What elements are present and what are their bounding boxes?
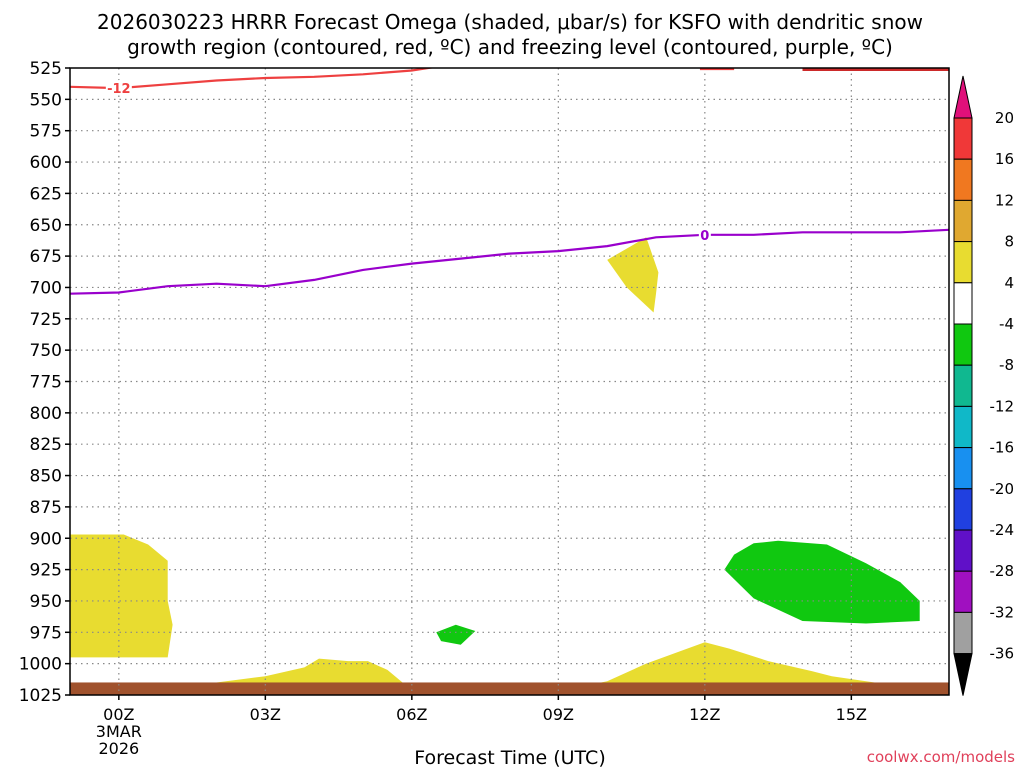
colorbar-label-6: -8 bbox=[999, 356, 1014, 374]
x-tick-label-0: 00Z bbox=[103, 705, 134, 724]
colorbar-label-13: -36 bbox=[990, 645, 1015, 663]
x-tick-label-2: 06Z bbox=[396, 705, 427, 724]
colorbar-swatch-6 bbox=[953, 323, 973, 366]
credit-link[interactable]: coolwx.com/models bbox=[867, 748, 1015, 766]
dgz-contour-label: -12 bbox=[107, 82, 131, 97]
x-tick-year: 2026 bbox=[98, 739, 139, 758]
colorbar-top-arrow bbox=[953, 75, 973, 119]
freezing-label-bg bbox=[698, 226, 711, 242]
colorbar-swatch-8 bbox=[953, 405, 973, 449]
chart-title-line-1: 2026030223 HRRR Forecast Omega (shaded, … bbox=[97, 10, 923, 34]
colorbar-label-2: 12 bbox=[995, 191, 1014, 209]
y-tick-label-3: 600 bbox=[30, 153, 62, 173]
ground-strip bbox=[70, 682, 949, 695]
freezing-level-label: 0 bbox=[700, 229, 709, 244]
x-tick-label-3: 09Z bbox=[543, 705, 574, 724]
y-tick-label-20: 1025 bbox=[19, 686, 62, 706]
y-tick-label-10: 775 bbox=[30, 373, 62, 393]
freezing-level-line bbox=[70, 228, 949, 295]
colorbar-bottom-arrow bbox=[953, 653, 973, 696]
y-tick-label-5: 650 bbox=[30, 216, 62, 236]
y-tick-label-15: 900 bbox=[30, 529, 62, 549]
y-tick-label-14: 875 bbox=[30, 498, 62, 518]
y-tick-label-2: 575 bbox=[30, 122, 62, 142]
colorbar-swatch-12 bbox=[953, 570, 973, 613]
colorbar-label-3: 8 bbox=[1004, 233, 1014, 251]
colorbar-label-12: -32 bbox=[990, 603, 1015, 621]
x-tick-label-5: 15Z bbox=[836, 705, 867, 724]
omega-region-3 bbox=[582, 642, 901, 689]
omega-region-5 bbox=[436, 624, 476, 645]
omega-region-4 bbox=[724, 540, 920, 624]
colorbar-label-1: 16 bbox=[995, 150, 1014, 168]
y-tick-label-13: 850 bbox=[30, 467, 62, 487]
colorbar: 20 16 12 8 4 -4 -8 -12 -16 -20 -24 -28 -32 -36 bbox=[953, 75, 1015, 696]
colorbar-label-4: 4 bbox=[1004, 274, 1014, 292]
colorbar-swatch-11 bbox=[953, 529, 973, 572]
colorbar-swatch-5 bbox=[953, 282, 973, 325]
title: 2026030223 HRRR Forecast Omega (shaded, … bbox=[97, 10, 923, 59]
colorbar-swatch-4 bbox=[953, 241, 973, 284]
colorbar-label-9: -20 bbox=[990, 480, 1015, 498]
y-tick-label-9: 750 bbox=[30, 341, 62, 361]
dgz-label-bg bbox=[105, 80, 132, 96]
y-tick-label-7: 700 bbox=[30, 278, 62, 298]
x-tick-label-4: 12Z bbox=[689, 705, 720, 724]
chart-title-line-2: growth region (contoured, red, ºC) and f… bbox=[127, 35, 893, 59]
y-tick-label-18: 975 bbox=[30, 623, 62, 643]
plot-area bbox=[70, 237, 949, 695]
colorbar-label-11: -28 bbox=[990, 562, 1015, 580]
colorbar-swatch-1 bbox=[953, 117, 973, 160]
y-tick-label-11: 800 bbox=[30, 404, 62, 424]
contour-lines: 0 -12 bbox=[70, 68, 949, 295]
x-tick-date: 3MAR bbox=[96, 722, 142, 741]
y-tick-label-0: 525 bbox=[30, 59, 62, 79]
x-axis-label: Forecast Time (UTC) bbox=[414, 747, 605, 768]
colorbar-label-5: -4 bbox=[999, 315, 1014, 333]
grid bbox=[70, 68, 949, 695]
colorbar-swatch-3 bbox=[953, 199, 973, 243]
omega-region-0 bbox=[70, 534, 173, 658]
colorbar-label-10: -24 bbox=[990, 521, 1015, 539]
y-tick-label-12: 825 bbox=[30, 435, 62, 455]
y-axis-ticks: 525 550 575 600 625 650 675 700 725 750 775 800 825 8… bbox=[19, 59, 70, 706]
colorbar-label-7: -12 bbox=[990, 397, 1015, 415]
colorbar-swatch-10 bbox=[953, 488, 973, 531]
y-tick-label-1: 550 bbox=[30, 90, 62, 110]
y-tick-label-6: 675 bbox=[30, 247, 62, 267]
colorbar-swatch-9 bbox=[953, 447, 973, 490]
y-tick-label-17: 950 bbox=[30, 592, 62, 612]
omega-region-1 bbox=[607, 237, 659, 313]
dgz-contour-line bbox=[70, 68, 436, 90]
omega-region-2 bbox=[216, 658, 407, 689]
x-tick-label-1: 03Z bbox=[250, 705, 281, 724]
colorbar-swatch-13 bbox=[953, 611, 973, 655]
y-tick-label-4: 625 bbox=[30, 184, 62, 204]
y-tick-label-19: 1000 bbox=[19, 655, 62, 675]
colorbar-label-0: 20 bbox=[995, 109, 1014, 127]
colorbar-swatch-2 bbox=[953, 158, 973, 201]
colorbar-label-8: -16 bbox=[990, 439, 1015, 457]
colorbar-swatch-7 bbox=[953, 364, 973, 407]
y-tick-label-8: 725 bbox=[30, 310, 62, 330]
y-tick-label-16: 925 bbox=[30, 561, 62, 581]
